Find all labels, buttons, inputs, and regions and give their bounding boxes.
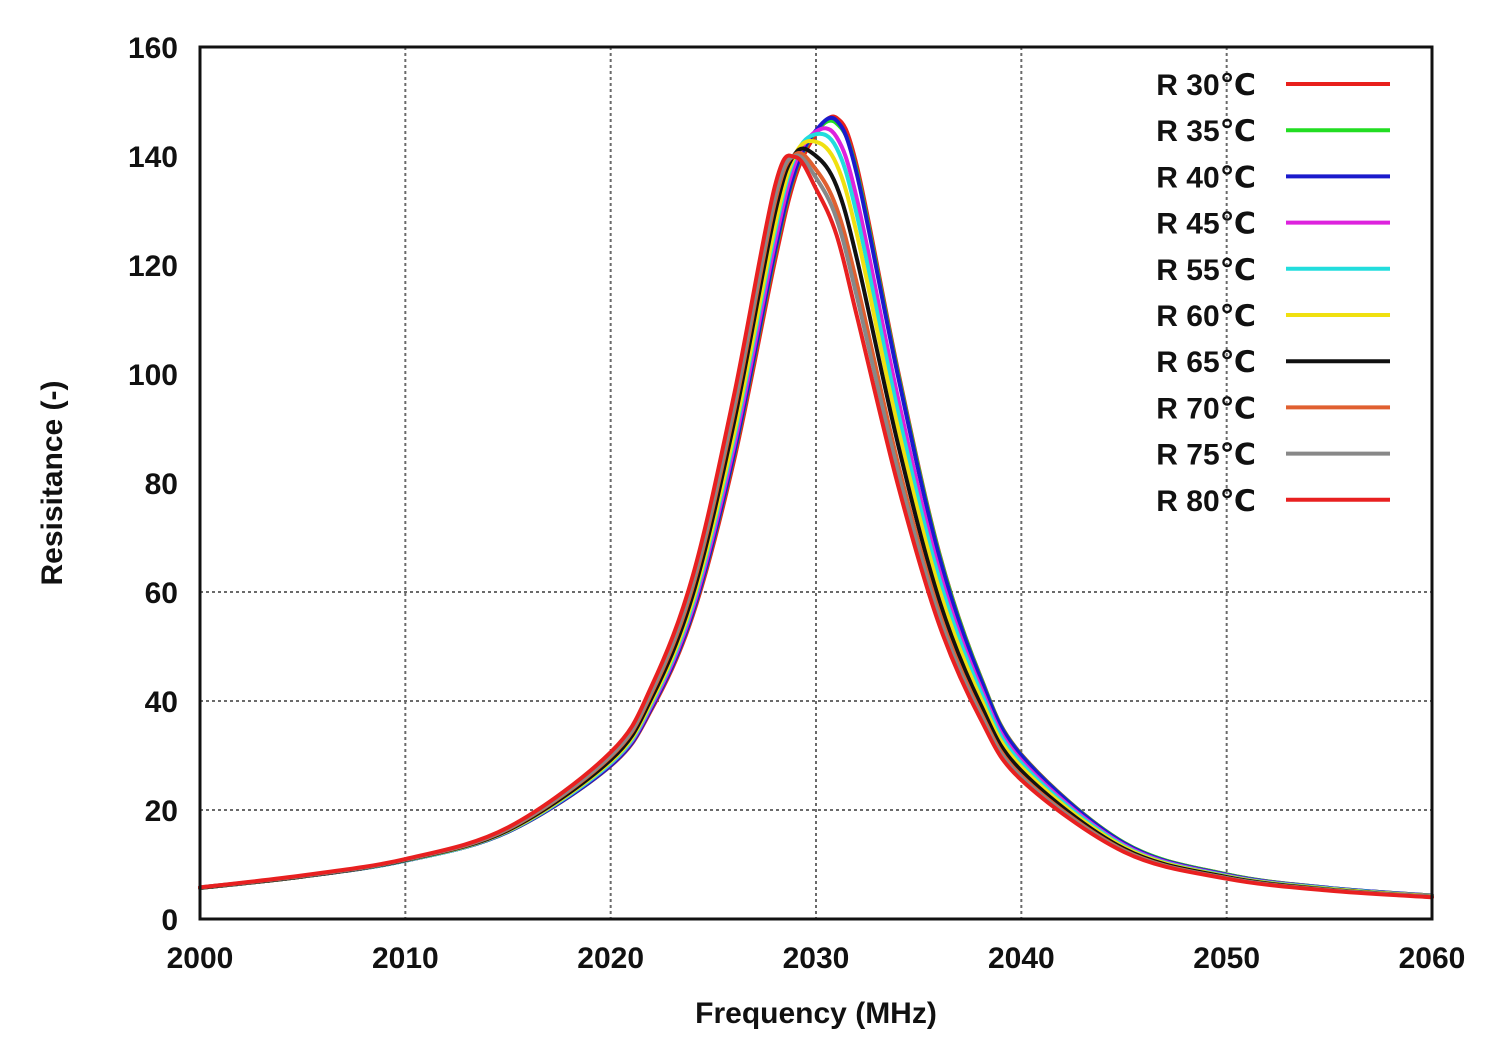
legend-label: R 75℃ bbox=[1156, 439, 1256, 472]
x-tick-label: 2010 bbox=[372, 942, 439, 975]
legend-label: R 60℃ bbox=[1156, 300, 1256, 333]
y-tick-label: 0 bbox=[161, 904, 178, 937]
x-axis-title: Frequency (MHz) bbox=[695, 997, 937, 1030]
legend-label: R 65℃ bbox=[1156, 346, 1256, 379]
y-tick-label: 140 bbox=[128, 141, 178, 174]
y-tick-label: 160 bbox=[128, 32, 178, 65]
legend-label: R 55℃ bbox=[1156, 254, 1256, 287]
x-tick-label: 2000 bbox=[167, 942, 234, 975]
y-tick-label: 40 bbox=[145, 686, 178, 719]
x-tick-label: 2050 bbox=[1193, 942, 1260, 975]
y-tick-label: 80 bbox=[145, 468, 178, 501]
legend-label: R 70℃ bbox=[1156, 392, 1256, 425]
y-tick-label: 60 bbox=[145, 577, 178, 610]
x-tick-label: 2030 bbox=[783, 942, 850, 975]
legend: R 30℃ R 35℃ R 40℃ R 45℃ R 55℃ R 60℃ R 65℃ R 70℃… bbox=[1156, 69, 1390, 518]
legend-label: R 80℃ bbox=[1156, 485, 1256, 518]
legend-label: R 30℃ bbox=[1156, 69, 1256, 102]
tick-labels: 2000 2010 2020 2030 2040 2050 2060020406080100… bbox=[128, 32, 1465, 975]
legend-label: R 40℃ bbox=[1156, 161, 1256, 194]
plot-area-frame bbox=[198, 45, 1434, 921]
legend-label: R 45℃ bbox=[1156, 208, 1256, 241]
series-line-9 bbox=[198, 153, 1434, 900]
x-tick-label: 2060 bbox=[1399, 942, 1466, 975]
y-axis-title: Resisitance (-) bbox=[36, 380, 69, 585]
x-tick-label: 2040 bbox=[988, 942, 1055, 975]
y-tick-label: 20 bbox=[145, 795, 178, 828]
x-tick-label: 2020 bbox=[577, 942, 644, 975]
series-lines bbox=[198, 114, 1434, 900]
y-tick-label: 100 bbox=[128, 359, 178, 392]
legend-label: R 35℃ bbox=[1156, 115, 1256, 148]
y-tick-label: 120 bbox=[128, 250, 178, 283]
